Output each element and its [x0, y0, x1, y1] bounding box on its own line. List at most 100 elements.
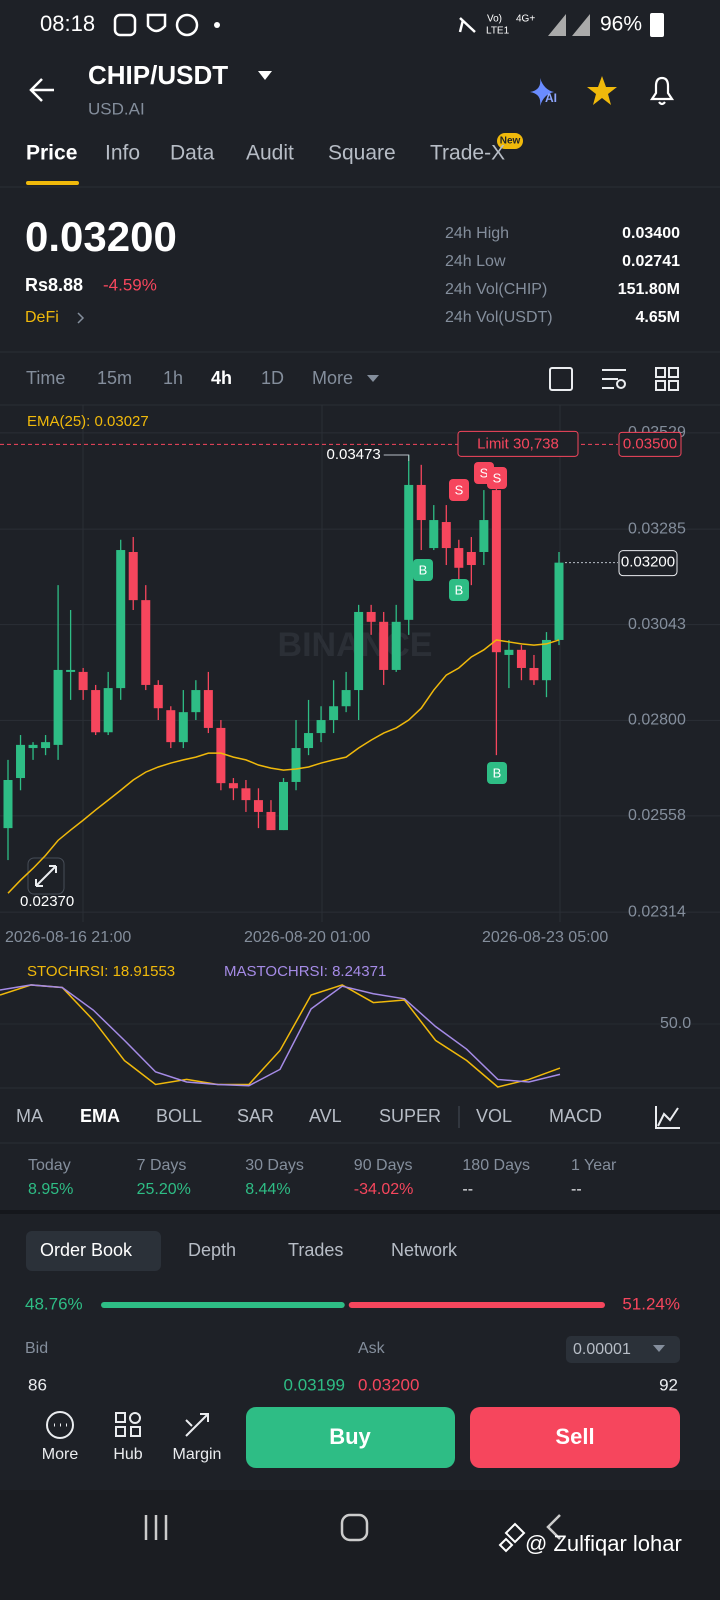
indicator-tab[interactable]: EMA: [80, 1106, 120, 1126]
ai-button[interactable]: [530, 78, 554, 106]
bottom-item[interactable]: Hub: [113, 1446, 142, 1463]
trade-marker: [487, 467, 507, 489]
more-icon[interactable]: [46, 1411, 74, 1439]
watermark-icon: [498, 1522, 526, 1553]
status-icon: [113, 13, 137, 37]
category-tag[interactable]: DeFi: [25, 309, 59, 326]
candle-body: [504, 649, 514, 655]
favorite-button[interactable]: [587, 76, 617, 105]
candle-body: [166, 710, 176, 743]
precision-dropdown[interactable]: [566, 1336, 680, 1363]
candle-body: [391, 621, 401, 670]
status-network: Vo): [487, 14, 502, 25]
more-caret: [367, 375, 379, 382]
last-price: 0.03200: [25, 213, 177, 260]
candle-body: [341, 690, 351, 707]
candle-body: [228, 783, 238, 789]
indicator-tab[interactable]: SAR: [237, 1106, 274, 1126]
candle-body: [216, 727, 226, 784]
status-network: LTE1: [486, 26, 510, 37]
dividers: [0, 186, 720, 1144]
candle-body: [78, 671, 88, 691]
candle-body: [16, 744, 26, 779]
back-button[interactable]: [29, 78, 54, 102]
tab[interactable]: Trade-X: [430, 142, 505, 165]
indicator-tab[interactable]: VOL: [476, 1106, 512, 1126]
layout-button[interactable]: [655, 367, 679, 391]
nav-home[interactable]: [340, 1513, 369, 1542]
hub-icon[interactable]: [115, 1412, 141, 1437]
candle-body: [279, 781, 288, 831]
tab-underline: [26, 181, 79, 185]
layout-icon-part: [655, 367, 666, 378]
order-tab[interactable]: Order Book: [40, 1240, 133, 1260]
candle-body: [3, 779, 13, 829]
trade-marker-label: S: [493, 470, 502, 485]
order-tab[interactable]: Depth: [188, 1240, 236, 1260]
performance-label: 7 Days: [137, 1157, 187, 1174]
tab[interactable]: Info: [105, 142, 140, 165]
nav-back[interactable]: [546, 1514, 561, 1540]
y-tick-label: 0.02800: [628, 712, 686, 729]
bottom-bar-cover: [0, 1393, 720, 1405]
indicator-settings[interactable]: [655, 1106, 680, 1129]
nav-recent[interactable]: [144, 1515, 168, 1540]
pair-subtitle: USD.AI: [88, 99, 145, 118]
interval[interactable]: More: [312, 368, 353, 388]
status-network: 4G+: [516, 14, 535, 25]
indicator-tab[interactable]: MACD: [549, 1106, 602, 1126]
limit-label-box: [457, 430, 579, 457]
stat-value: 0.02741: [622, 253, 680, 270]
margin-icon[interactable]: [185, 1413, 209, 1437]
trade-marker: [487, 762, 507, 784]
interval[interactable]: 4h: [211, 368, 232, 388]
sell-button[interactable]: [470, 1407, 680, 1468]
stat-value: 4.65M: [636, 309, 680, 326]
ask-ratio-bar: [348, 1302, 605, 1308]
interval[interactable]: 15m: [97, 368, 132, 388]
current-price-box: [618, 550, 678, 577]
trade-marker-label: S: [480, 465, 489, 480]
order-tab[interactable]: Trades: [288, 1240, 343, 1260]
buy-button[interactable]: [246, 1407, 455, 1468]
candle-body: [103, 688, 113, 733]
trade-marker: [413, 559, 433, 581]
tab[interactable]: Data: [170, 142, 215, 165]
indicator-tab[interactable]: MA: [16, 1106, 43, 1126]
sell-label: Sell: [555, 1424, 594, 1449]
candle-body: [191, 690, 201, 713]
x-tick-label: 2026-08-16 21:00: [5, 929, 131, 946]
indicator-tab[interactable]: BOLL: [156, 1106, 202, 1126]
y-tick-label: 0.02314: [628, 903, 686, 920]
tab[interactable]: Audit: [246, 142, 294, 165]
fiat-price: Rs8.88: [25, 275, 83, 295]
pair-title: CHIP/USDT: [88, 60, 228, 90]
bottom-item[interactable]: Margin: [173, 1446, 222, 1463]
interval[interactable]: Time: [26, 368, 65, 388]
performance-value: 8.95%: [28, 1181, 73, 1198]
trade-marker: [449, 579, 469, 601]
y-tick-label: 0.02558: [628, 807, 686, 824]
tab[interactable]: Price: [26, 142, 77, 165]
tab[interactable]: Square: [328, 142, 396, 165]
indicator-tab[interactable]: AVL: [309, 1106, 342, 1126]
notification-button[interactable]: [649, 76, 675, 106]
order-tab[interactable]: Network: [391, 1240, 458, 1260]
performance-value: 25.20%: [137, 1181, 191, 1198]
stat-label: 24h Vol(USDT): [445, 309, 553, 326]
ask-qty: 92: [659, 1375, 678, 1394]
candle-body: [529, 667, 539, 681]
interval[interactable]: 1h: [163, 368, 183, 388]
pair-dropdown[interactable]: [258, 71, 272, 80]
ai-icon-text: AI: [545, 91, 557, 105]
x-tick-label: 2026-08-23 05:00: [482, 929, 608, 946]
chart-tool-button[interactable]: [602, 369, 626, 389]
y-tick-label: 0.03285: [628, 520, 686, 537]
bottom-item[interactable]: More: [42, 1446, 79, 1463]
candle-body: [66, 669, 76, 672]
chart-tool-button[interactable]: [549, 367, 573, 391]
interval[interactable]: 1D: [261, 368, 284, 388]
indicator-tab[interactable]: SUPER: [379, 1106, 441, 1126]
